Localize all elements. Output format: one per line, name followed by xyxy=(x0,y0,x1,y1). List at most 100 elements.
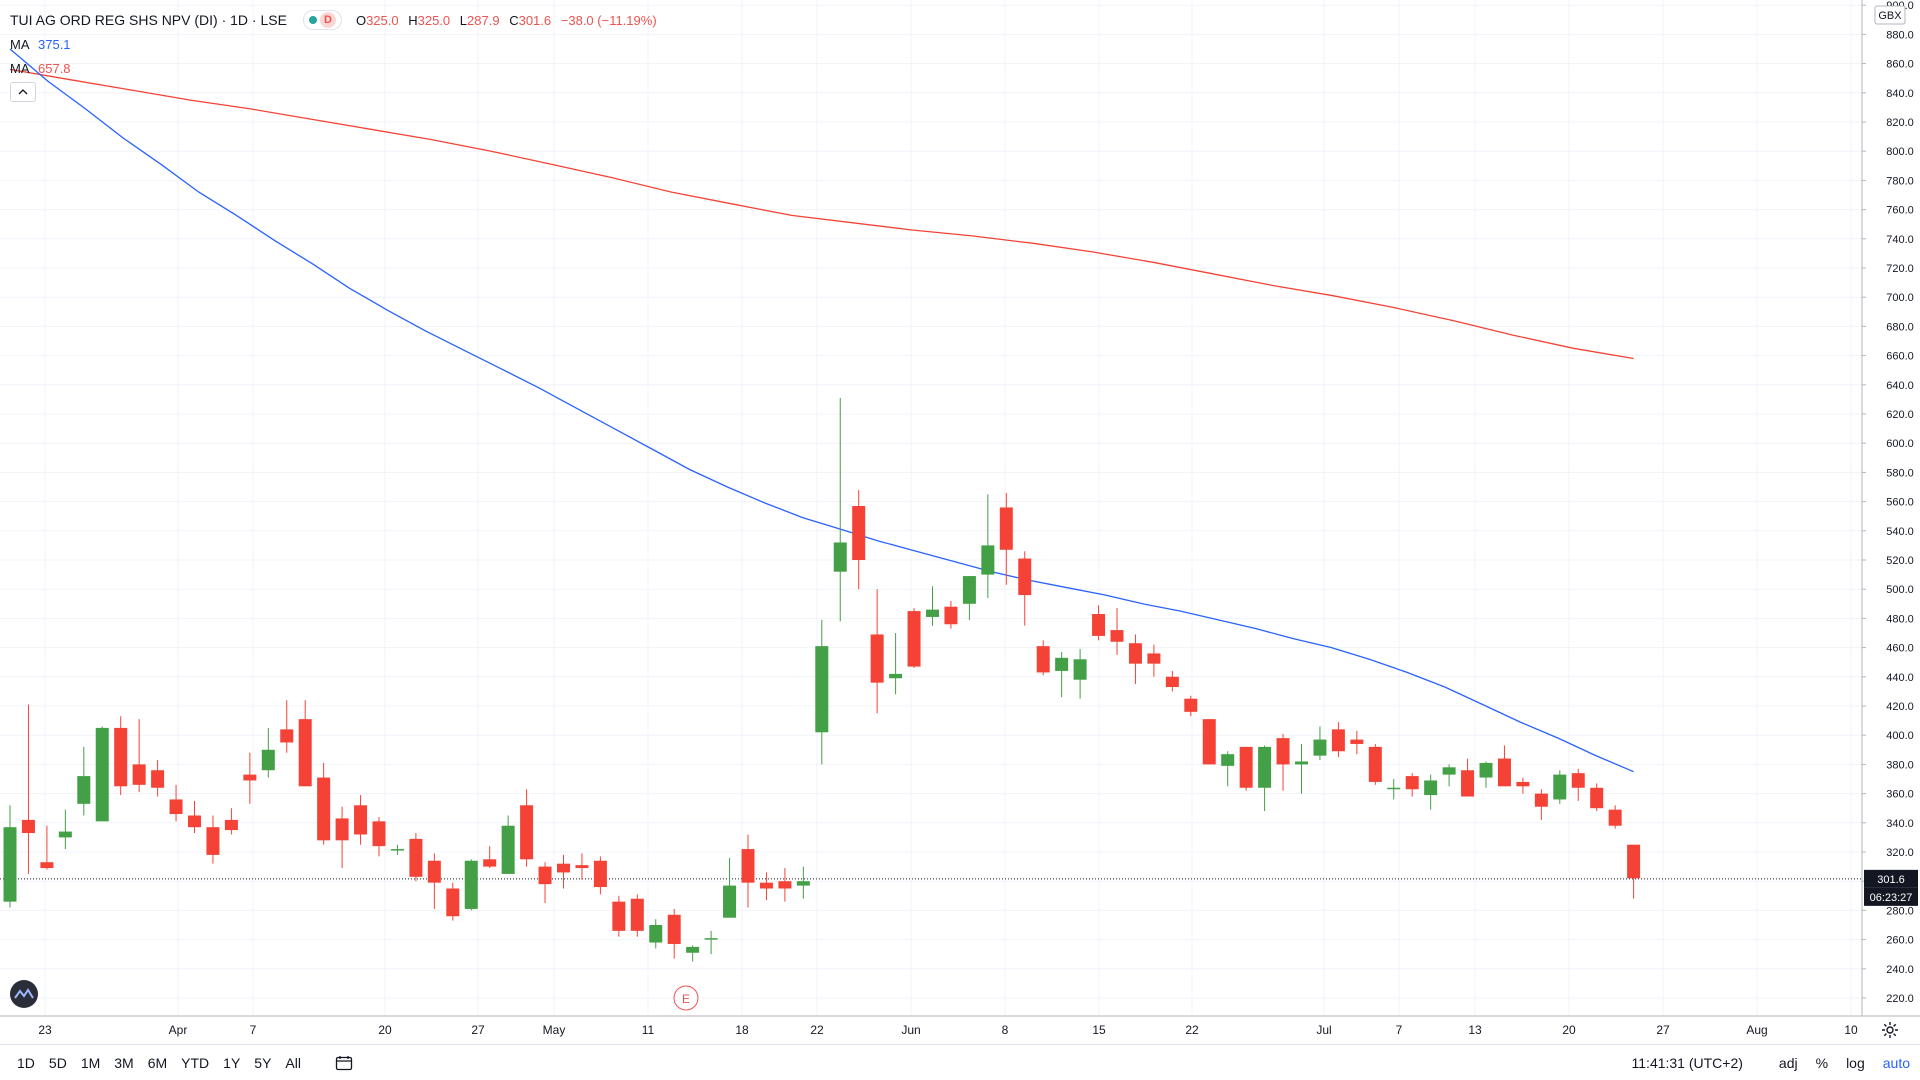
log-scale-toggle[interactable]: log xyxy=(1846,1055,1865,1071)
candle-body[interactable] xyxy=(926,609,939,617)
range-5d-button[interactable]: 5D xyxy=(48,1055,67,1071)
candle-body[interactable] xyxy=(1350,739,1364,744)
candle-body[interactable] xyxy=(1627,844,1641,879)
candle-body[interactable] xyxy=(981,545,995,575)
candle-body[interactable] xyxy=(575,865,589,869)
candle-body[interactable] xyxy=(1239,746,1253,788)
clock-readout[interactable]: 11:41:31 (UTC+2) xyxy=(1631,1055,1743,1071)
candle-body[interactable] xyxy=(1221,754,1235,766)
candle-body[interactable] xyxy=(427,860,441,883)
candle-body[interactable] xyxy=(21,819,35,834)
percent-scale-toggle[interactable]: % xyxy=(1815,1055,1829,1071)
candle-body[interactable] xyxy=(999,507,1013,550)
candle-body[interactable] xyxy=(1147,653,1161,664)
candle-body[interactable] xyxy=(1073,659,1087,680)
candle-body[interactable] xyxy=(224,819,238,831)
candle-body[interactable] xyxy=(907,611,921,667)
candle-body[interactable] xyxy=(630,898,644,931)
candle-body[interactable] xyxy=(723,885,737,918)
candle-body[interactable] xyxy=(40,862,54,869)
tradingview-logo[interactable] xyxy=(10,980,38,1008)
candle-body[interactable] xyxy=(704,938,718,940)
candle-body[interactable] xyxy=(464,860,478,909)
go-to-date-icon[interactable] xyxy=(332,1053,356,1073)
candle-body[interactable] xyxy=(1608,809,1622,826)
range-ytd-button[interactable]: YTD xyxy=(181,1055,210,1071)
candle-body[interactable] xyxy=(1092,614,1106,636)
range-3m-button[interactable]: 3M xyxy=(114,1055,134,1071)
candle-body[interactable] xyxy=(1055,657,1069,671)
candle-body[interactable] xyxy=(1018,558,1032,596)
candle-body[interactable] xyxy=(1571,773,1585,788)
chart-settings-gear-icon[interactable] xyxy=(1880,1020,1900,1040)
earnings-event-marker[interactable] xyxy=(673,985,699,1011)
candle-body[interactable] xyxy=(557,863,570,873)
candle-body[interactable] xyxy=(1331,729,1345,752)
market-status-badge[interactable]: D xyxy=(302,10,342,30)
candle-body[interactable] xyxy=(520,805,534,860)
candle-body[interactable] xyxy=(944,606,958,625)
candle-body[interactable] xyxy=(1516,781,1530,787)
candle-body[interactable] xyxy=(446,888,460,917)
candle-body[interactable] xyxy=(317,777,331,841)
candle-body[interactable] xyxy=(686,946,700,953)
candle-body[interactable] xyxy=(77,776,91,804)
ma-slow-row[interactable]: MA 657.8 xyxy=(10,56,663,80)
candle-body[interactable] xyxy=(649,925,663,943)
candle-body[interactable] xyxy=(612,901,626,931)
candle-body[interactable] xyxy=(741,849,755,883)
candle-body[interactable] xyxy=(962,576,976,604)
candle-body[interactable] xyxy=(409,838,423,877)
candle-body[interactable] xyxy=(501,825,515,874)
candle-body[interactable] xyxy=(759,882,773,889)
candle-body[interactable] xyxy=(169,799,183,815)
candle-body[interactable] xyxy=(243,774,257,781)
candle-body[interactable] xyxy=(1534,793,1548,807)
candle-body[interactable] xyxy=(1497,758,1511,787)
candle-body[interactable] xyxy=(815,646,829,733)
candle-body[interactable] xyxy=(1405,776,1419,790)
candle-body[interactable] xyxy=(114,727,128,787)
candle-body[interactable] xyxy=(1258,746,1272,788)
adj-toggle[interactable]: adj xyxy=(1778,1055,1798,1071)
candle-body[interactable] xyxy=(1461,770,1475,797)
symbol-title[interactable]: TUI AG ORD REG SHS NPV (DI) · 1D · LSE xyxy=(10,12,287,28)
candle-body[interactable] xyxy=(1110,630,1124,642)
range-1y-button[interactable]: 1Y xyxy=(223,1055,241,1071)
candle-body[interactable] xyxy=(280,729,294,743)
candle-body[interactable] xyxy=(372,821,386,847)
candle-body[interactable] xyxy=(667,914,681,944)
candle-body[interactable] xyxy=(852,505,866,560)
currency-box[interactable] xyxy=(1874,5,1906,25)
range-5y-button[interactable]: 5Y xyxy=(254,1055,272,1071)
candle-body[interactable] xyxy=(833,542,847,572)
candle-body[interactable] xyxy=(1313,739,1327,756)
candle-body[interactable] xyxy=(132,764,146,785)
candle-body[interactable] xyxy=(3,827,17,902)
candle-body[interactable] xyxy=(95,727,109,822)
candle-body[interactable] xyxy=(1553,774,1567,800)
ma-fast-row[interactable]: MA 375.1 xyxy=(10,32,663,56)
collapse-legend-button[interactable] xyxy=(10,82,36,102)
candle-body[interactable] xyxy=(889,673,903,679)
range-6m-button[interactable]: 6M xyxy=(147,1055,168,1071)
candle-body[interactable] xyxy=(151,770,165,788)
candle-body[interactable] xyxy=(1424,780,1438,796)
candle-body[interactable] xyxy=(1184,698,1198,712)
range-1m-button[interactable]: 1M xyxy=(80,1055,101,1071)
candle-body[interactable] xyxy=(1479,762,1493,778)
candle-body[interactable] xyxy=(1036,646,1050,673)
candle-body[interactable] xyxy=(1165,676,1179,688)
candle-body[interactable] xyxy=(593,860,607,888)
candle-body[interactable] xyxy=(261,749,275,771)
candle-body[interactable] xyxy=(1202,719,1216,765)
candle-body[interactable] xyxy=(778,881,792,889)
price-chart[interactable]: 220.0240.0260.0280.0300.0320.0340.0360.0… xyxy=(0,0,1920,1044)
candle-body[interactable] xyxy=(298,719,312,787)
candle-body[interactable] xyxy=(1368,746,1382,782)
candle-body[interactable] xyxy=(390,849,404,851)
candle-body[interactable] xyxy=(206,827,220,855)
candle-body[interactable] xyxy=(1295,761,1308,765)
candle-body[interactable] xyxy=(1442,767,1456,775)
range-1d-button[interactable]: 1D xyxy=(17,1055,35,1071)
